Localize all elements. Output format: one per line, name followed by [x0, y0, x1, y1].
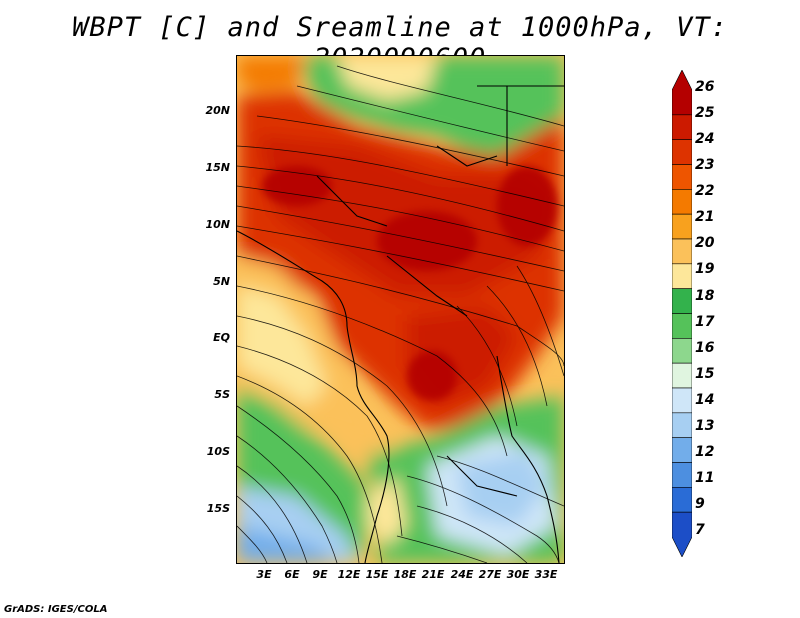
lon-label-9e: 9E: [312, 568, 328, 581]
colorbar-segment: [672, 338, 692, 364]
colorbar-label-21: 21: [695, 209, 715, 225]
lat-label-eq: EQ: [213, 331, 230, 344]
colorbar-segment: [672, 412, 692, 438]
colorbar-label-26: 26: [695, 79, 715, 95]
lon-label-30e: 30E: [506, 568, 530, 581]
map-panel: [236, 55, 565, 564]
colorbar-label-18: 18: [695, 288, 715, 304]
colorbar-label-25: 25: [695, 105, 715, 121]
colorbar-segment: [672, 462, 692, 488]
lat-label-5s: 5S: [214, 388, 230, 401]
lon-label-33e: 33E: [534, 568, 558, 581]
lat-label-20n: 20N: [205, 104, 230, 117]
colorbar-label-9: 9: [695, 496, 705, 512]
colorbar-label-11: 11: [695, 470, 715, 486]
colorbar-segment: [672, 487, 692, 513]
colorbar-label-23: 23: [695, 157, 715, 173]
colorbar-segment: [672, 213, 692, 240]
colorbar: [672, 70, 692, 557]
streamlines: [237, 65, 564, 563]
colorbar-segment: [672, 164, 692, 190]
colorbar-label-12: 12: [695, 444, 715, 460]
lat-label-15s: 15S: [206, 502, 230, 515]
colorbar-segment: [672, 263, 692, 289]
lon-label-27e: 27E: [478, 568, 502, 581]
colorbar-segment: [672, 70, 692, 116]
colorbar-label-15: 15: [695, 366, 715, 382]
lon-label-12e: 12E: [337, 568, 361, 581]
colorbar-segment: [672, 362, 692, 389]
colorbar-label-14: 14: [695, 392, 715, 408]
colorbar-label-7: 7: [695, 522, 705, 538]
colorbar-segment: [672, 114, 692, 140]
colorbar-segment: [672, 437, 692, 463]
colorbar-segment: [672, 387, 692, 414]
lat-label-5n: 5N: [213, 275, 230, 288]
colorbar-label-17: 17: [695, 314, 715, 330]
lat-label-15n: 15N: [205, 161, 230, 174]
colorbar-segment: [672, 511, 692, 557]
colorbar-label-22: 22: [695, 183, 715, 199]
colorbar-label-19: 19: [695, 261, 715, 277]
lon-label-6e: 6E: [284, 568, 300, 581]
lat-label-10s: 10S: [206, 445, 230, 458]
colorbar-label-20: 20: [695, 235, 715, 251]
coastline: [237, 85, 564, 563]
lon-label-18e: 18E: [393, 568, 417, 581]
colorbar-label-16: 16: [695, 340, 715, 356]
colorbar-segment: [672, 189, 692, 215]
lon-label-3e: 3E: [256, 568, 272, 581]
lon-label-24e: 24E: [450, 568, 474, 581]
wbpt-field: [237, 56, 564, 563]
lon-label-21e: 21E: [421, 568, 445, 581]
lon-label-15e: 15E: [365, 568, 389, 581]
colorbar-label-13: 13: [695, 418, 715, 434]
lat-label-10n: 10N: [205, 218, 230, 231]
colorbar-segment: [672, 238, 692, 265]
credit-text: GrADS: IGES/COLA: [4, 604, 108, 615]
colorbar-segment: [672, 288, 692, 314]
colorbar-segment: [672, 313, 692, 339]
colorbar-segment: [672, 139, 692, 165]
colorbar-label-24: 24: [695, 131, 715, 147]
